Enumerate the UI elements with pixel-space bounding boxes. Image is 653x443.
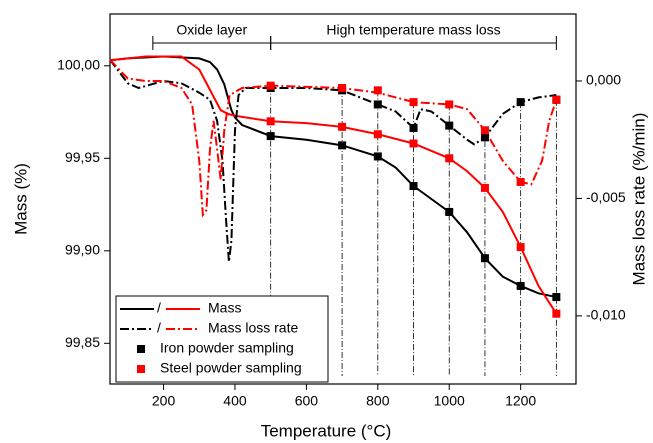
sample-rate-marker — [373, 86, 382, 95]
x-axis-label: Temperature (°C) — [261, 421, 392, 440]
annotation-bracket — [270, 36, 557, 50]
sample-marker — [338, 141, 347, 150]
sample-rate-marker — [516, 98, 525, 107]
sample-marker — [409, 182, 418, 191]
legend-label: Iron powder sampling — [160, 340, 294, 356]
series-line — [109, 55, 558, 315]
sample-marker — [409, 139, 418, 148]
annotation-bg — [172, 22, 252, 38]
annotation-text: High temperature mass loss — [326, 22, 500, 38]
y2-axis-label: Mass loss rate (%/min) — [629, 113, 648, 286]
y2-tick-label: 0,000 — [586, 72, 621, 88]
y-tick-label: 99,85 — [65, 334, 100, 350]
sample-marker — [516, 243, 525, 252]
sample-marker — [266, 132, 275, 141]
sample-rate-marker — [409, 123, 418, 132]
sample-rate-marker — [373, 100, 382, 109]
series-line — [109, 59, 557, 262]
y-tick-label: 100,00 — [57, 57, 100, 73]
annotation-bg — [322, 22, 505, 38]
sample-marker — [445, 154, 454, 163]
legend-box — [115, 295, 329, 383]
sample-rate-marker — [445, 121, 454, 130]
x-tick-label: 800 — [366, 393, 390, 409]
legend-separator: / — [157, 320, 161, 336]
sample-marker — [516, 281, 525, 290]
plot-frame — [109, 13, 577, 385]
x-tick-label: 1000 — [434, 393, 465, 409]
legend-separator: / — [157, 300, 161, 316]
legend-label: Mass — [208, 300, 241, 316]
legend-swatch — [137, 345, 145, 353]
sample-marker — [480, 254, 489, 263]
sample-marker — [480, 183, 489, 192]
sample-marker — [373, 152, 382, 161]
annotation-text: Oxide layer — [176, 22, 247, 38]
sample-marker — [552, 293, 561, 302]
sample-rate-marker — [480, 126, 489, 135]
x-tick-label: 1200 — [505, 393, 536, 409]
sample-marker — [338, 122, 347, 131]
y-axis-label: Mass (%) — [11, 163, 30, 235]
annotation-bracket — [152, 36, 272, 50]
sample-rate-marker — [266, 81, 275, 90]
sample-rate-marker — [516, 177, 525, 186]
sample-rate-marker — [445, 100, 454, 109]
y2-tick-label: -0,005 — [586, 189, 626, 205]
sample-marker — [266, 117, 275, 126]
sample-marker — [373, 130, 382, 139]
x-tick-label: 600 — [295, 393, 319, 409]
sample-rate-marker — [409, 98, 418, 107]
x-tick-label: 400 — [223, 393, 247, 409]
y-tick-label: 99,90 — [65, 242, 100, 258]
sample-marker — [445, 207, 454, 216]
sample-marker — [552, 309, 561, 318]
legend-swatch — [137, 365, 145, 373]
legend-label: Mass loss rate — [208, 320, 298, 336]
sample-rate-marker — [552, 95, 561, 104]
sample-rate-marker — [480, 133, 489, 142]
series-line — [109, 59, 558, 218]
y2-tick-label: -0,010 — [586, 307, 626, 323]
legend-label: Steel powder sampling — [160, 360, 302, 376]
x-tick-label: 200 — [152, 393, 176, 409]
series-line — [109, 55, 557, 299]
y-tick-label: 99,95 — [65, 149, 100, 165]
sample-rate-marker — [338, 84, 347, 92]
